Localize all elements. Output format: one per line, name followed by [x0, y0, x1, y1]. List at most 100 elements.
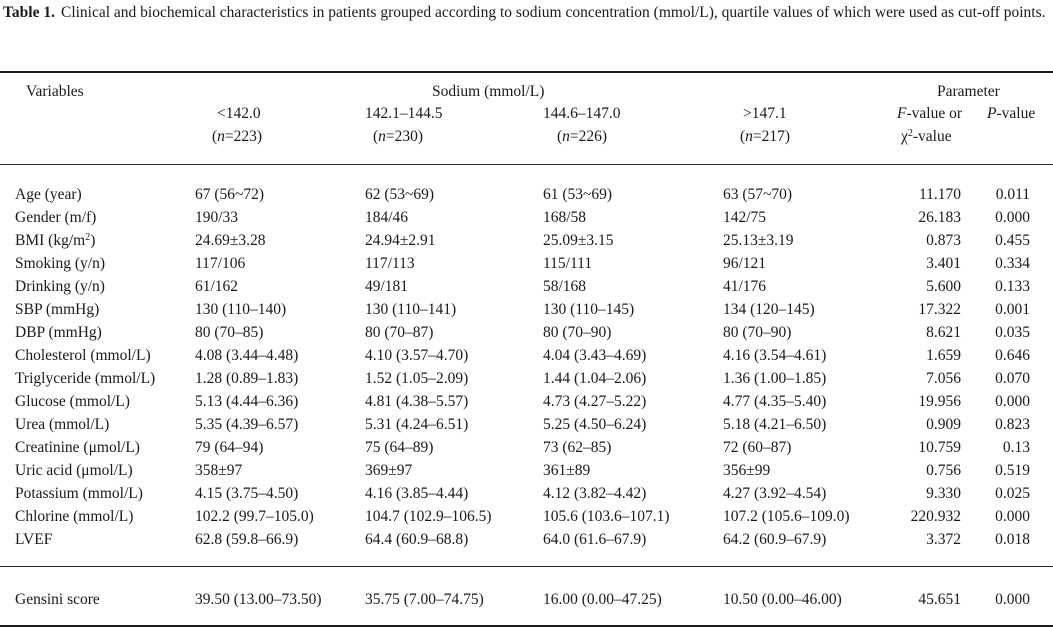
cell-sodium-group-2: 4.10 (3.57–4.70): [365, 347, 469, 364]
row-label-text: Gender (m/f): [15, 209, 97, 226]
parameter-group-header: Parameter: [937, 83, 1000, 100]
cell-sodium-group-2: 62 (53~69): [365, 186, 435, 203]
p-value-header: P-value: [987, 105, 1036, 122]
cell-p-value: 0.018: [995, 531, 1030, 548]
row-label: LVEF: [15, 530, 52, 550]
row-label: Smoking (y/n): [15, 254, 105, 274]
cell-sodium-group-4: 80 (70–90): [723, 324, 792, 341]
cell-sodium-group-1: 117/106: [195, 255, 246, 272]
cell-p-value: 0.000: [995, 209, 1030, 226]
col-4-n: (n=217): [740, 128, 791, 145]
cell-sodium-group-1: 5.13 (4.44–6.36): [195, 393, 299, 410]
col-1-range: <142.0: [217, 105, 261, 122]
chi-value-header: χ2-value: [901, 128, 952, 145]
cell-sodium-group-3: 361±89: [543, 462, 591, 479]
row-label: Potassium (mmol/L): [15, 484, 143, 504]
cell-sodium-group-3: 5.25 (4.50–6.24): [543, 416, 647, 433]
col-4-range: >147.1: [743, 105, 787, 122]
cell-sodium-group-3: 4.04 (3.43–4.69): [543, 347, 647, 364]
caption-text: Clinical and biochemical characteristics…: [60, 4, 1046, 21]
row-label-text: DBP (mmHg): [15, 324, 102, 341]
cell-sodium-group-4: 64.2 (60.9–67.9): [723, 531, 827, 548]
cell-sodium-group-3: 4.12 (3.82–4.42): [543, 485, 647, 502]
cell-p-value: 0.133: [995, 278, 1030, 295]
cell-sodium-group-1: 61/162: [195, 278, 239, 295]
cell-sodium-group-1: 130 (110–140): [195, 301, 287, 318]
cell-p-value: 0.000: [995, 508, 1030, 525]
cell-sodium-group-2: 4.81 (4.38–5.57): [365, 393, 469, 410]
row-label: Triglyceride (mmol/L): [15, 369, 155, 389]
cell-p-value: 0.025: [995, 485, 1030, 502]
cell-p-value: 0.000: [995, 591, 1030, 608]
cell-sodium-group-1: 62.8 (59.8–66.9): [195, 531, 299, 548]
cell-f-value: 0.756: [926, 462, 961, 479]
cell-sodium-group-2: 184/46: [365, 209, 409, 226]
row-label: Gensini score: [15, 590, 100, 610]
cell-sodium-group-2: 35.75 (7.00–74.75): [365, 591, 484, 608]
cell-sodium-group-1: 24.69±3.28: [195, 232, 266, 249]
variables-header: Variables: [26, 83, 84, 100]
cell-sodium-group-3: 130 (110–145): [543, 301, 635, 318]
cell-sodium-group-1: 67 (56~72): [195, 186, 265, 203]
cell-sodium-group-4: 10.50 (0.00–46.00): [723, 591, 842, 608]
cell-sodium-group-1: 79 (64–94): [195, 439, 264, 456]
sodium-group-header: Sodium (mmol/L): [432, 83, 545, 100]
cell-sodium-group-3: 64.0 (61.6–67.9): [543, 531, 647, 548]
cell-f-value: 11.170: [918, 186, 961, 203]
cell-sodium-group-2: 130 (110–141): [365, 301, 457, 318]
row-label-text: Uric acid (μmol/L): [15, 462, 133, 479]
cell-p-value: 0.011: [995, 186, 1030, 203]
cell-sodium-group-4: 4.27 (3.92–4.54): [723, 485, 827, 502]
cell-sodium-group-1: 190/33: [195, 209, 239, 226]
row-label-text: Creatinine (μmol/L): [15, 439, 140, 456]
cell-f-value: 17.322: [918, 301, 961, 318]
row-label-text: SBP (mmHg): [15, 301, 100, 318]
cell-sodium-group-1: 4.15 (3.75–4.50): [195, 485, 299, 502]
row-label: Cholesterol (mmol/L): [15, 346, 151, 366]
cell-sodium-group-3: 25.09±3.15: [543, 232, 614, 249]
gensini-separator-rule: [0, 566, 1053, 567]
cell-sodium-group-4: 72 (60–87): [723, 439, 792, 456]
cell-sodium-group-2: 1.52 (1.05–2.09): [365, 370, 469, 387]
row-label-text: Drinking (y/n): [15, 278, 105, 295]
cell-p-value: 0.646: [995, 347, 1030, 364]
cell-sodium-group-2: 4.16 (3.85–4.44): [365, 485, 469, 502]
cell-sodium-group-2: 117/113: [365, 255, 415, 272]
cell-f-value: 0.909: [926, 416, 961, 433]
cell-p-value: 0.823: [995, 416, 1030, 433]
cell-sodium-group-1: 358±97: [195, 462, 243, 479]
bottom-rule: [0, 625, 1053, 627]
cell-sodium-group-4: 4.16 (3.54–4.61): [723, 347, 827, 364]
cell-sodium-group-4: 41/176: [723, 278, 767, 295]
col-1-n: (n=223): [212, 128, 263, 145]
row-label-text: Glucose (mmol/L): [15, 393, 130, 410]
cell-sodium-group-3: 80 (70–90): [543, 324, 612, 341]
row-label-suffix: ): [90, 232, 96, 249]
cell-f-value: 3.401: [926, 255, 961, 272]
row-label-text: Chlorine (mmol/L): [15, 508, 134, 525]
cell-f-value: 9.330: [926, 485, 961, 502]
cell-sodium-group-3: 168/58: [543, 209, 587, 226]
cell-sodium-group-4: 1.36 (1.00–1.85): [723, 370, 827, 387]
row-label-text: LVEF: [15, 531, 53, 548]
cell-sodium-group-3: 1.44 (1.04–2.06): [543, 370, 647, 387]
cell-f-value: 10.759: [918, 439, 961, 456]
cell-p-value: 0.519: [995, 462, 1030, 479]
cell-sodium-group-1: 1.28 (0.89–1.83): [195, 370, 299, 387]
top-rule: [0, 71, 1053, 73]
cell-sodium-group-2: 24.94±2.91: [365, 232, 436, 249]
row-label: Uric acid (μmol/L): [15, 461, 133, 481]
cell-sodium-group-3: 61 (53~69): [543, 186, 613, 203]
cell-p-value: 0.455: [995, 232, 1030, 249]
cell-sodium-group-2: 64.4 (60.9–68.8): [365, 531, 469, 548]
cell-sodium-group-1: 102.2 (99.7–105.0): [195, 508, 314, 525]
cell-p-value: 0.334: [995, 255, 1030, 272]
table-label: Table 1.: [3, 4, 55, 21]
cell-sodium-group-3: 16.00 (0.00–47.25): [543, 591, 662, 608]
col-2-range: 142.1–144.5: [365, 105, 443, 122]
header-rule: [0, 164, 1053, 165]
cell-sodium-group-4: 63 (57~70): [723, 186, 793, 203]
row-label-superscript: 2: [85, 232, 91, 243]
cell-p-value: 0.13: [1002, 439, 1030, 456]
cell-sodium-group-4: 134 (120–145): [723, 301, 815, 318]
